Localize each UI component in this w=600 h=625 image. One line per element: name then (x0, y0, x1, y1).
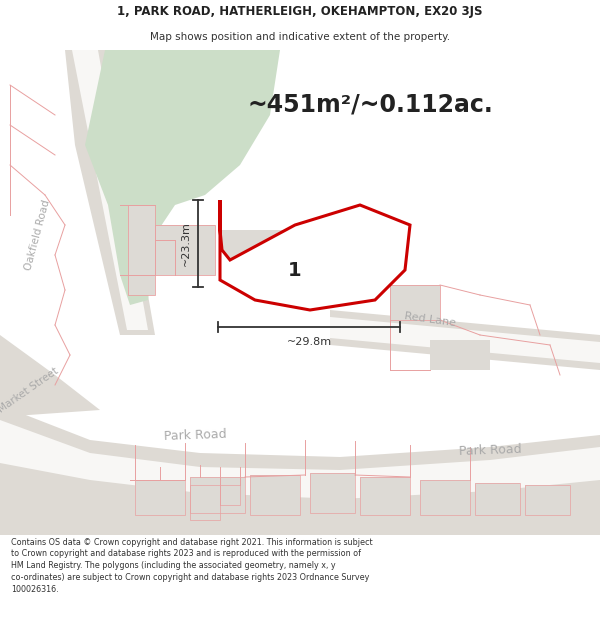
Polygon shape (0, 420, 600, 499)
Polygon shape (360, 477, 410, 515)
Polygon shape (155, 225, 215, 275)
Text: 1: 1 (288, 261, 302, 279)
Text: ~451m²/~0.112ac.: ~451m²/~0.112ac. (247, 93, 493, 117)
Polygon shape (190, 485, 240, 520)
Polygon shape (250, 475, 300, 515)
Text: Park Road: Park Road (458, 442, 521, 458)
Polygon shape (135, 480, 185, 515)
Text: Map shows position and indicative extent of the property.: Map shows position and indicative extent… (150, 32, 450, 43)
Polygon shape (310, 473, 355, 513)
Polygon shape (0, 405, 600, 535)
Polygon shape (0, 335, 100, 417)
Polygon shape (475, 483, 520, 515)
Polygon shape (72, 50, 148, 330)
Polygon shape (420, 480, 470, 515)
Text: ~23.3m: ~23.3m (181, 221, 191, 266)
Polygon shape (525, 485, 570, 515)
Text: Market Street: Market Street (0, 366, 60, 414)
Polygon shape (65, 50, 155, 335)
Text: Red Lane: Red Lane (404, 311, 457, 329)
Text: ~29.8m: ~29.8m (286, 337, 332, 347)
Polygon shape (330, 317, 600, 363)
Polygon shape (330, 310, 600, 370)
Polygon shape (190, 477, 245, 513)
Polygon shape (390, 285, 440, 320)
Polygon shape (222, 230, 340, 280)
Polygon shape (85, 50, 280, 305)
Polygon shape (430, 340, 490, 370)
Text: Oakfield Road: Oakfield Road (24, 199, 52, 271)
Text: Park Road: Park Road (163, 428, 227, 442)
Text: 1, PARK ROAD, HATHERLEIGH, OKEHAMPTON, EX20 3JS: 1, PARK ROAD, HATHERLEIGH, OKEHAMPTON, E… (117, 4, 483, 18)
Polygon shape (220, 200, 410, 310)
Polygon shape (128, 205, 175, 295)
Text: Contains OS data © Crown copyright and database right 2021. This information is : Contains OS data © Crown copyright and d… (11, 538, 373, 594)
